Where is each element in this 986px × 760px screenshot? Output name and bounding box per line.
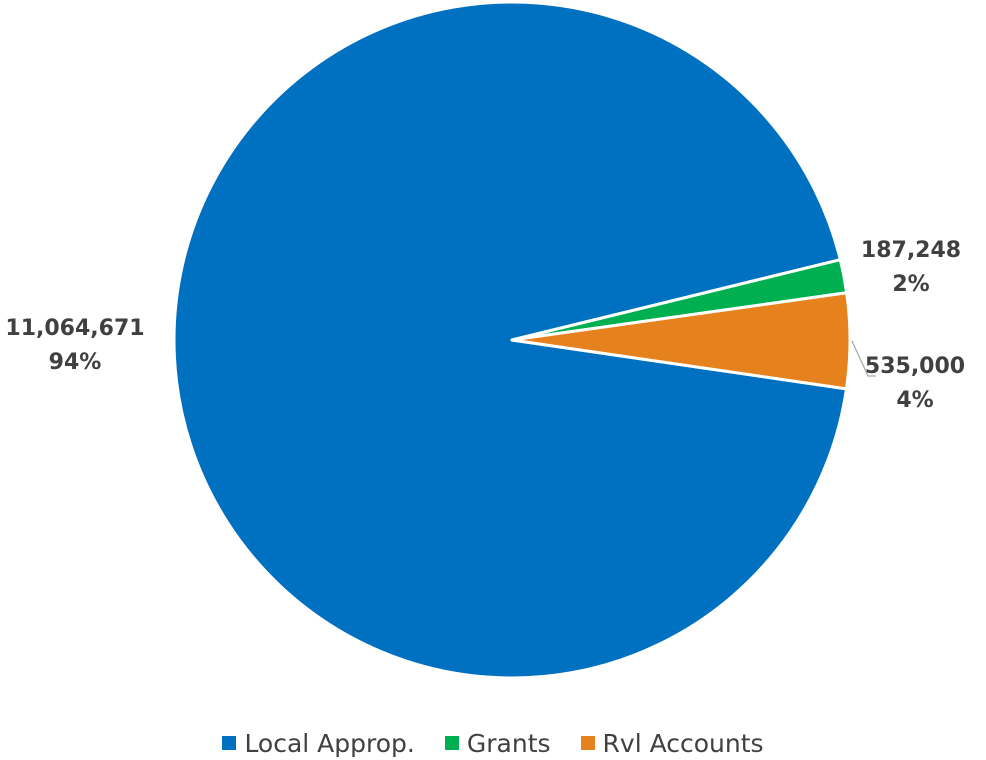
legend-label-rvl-accounts: Rvl Accounts	[602, 728, 764, 758]
leader-line-rvl-accounts	[851, 340, 876, 377]
data-label-value-rvl-accounts: 535,000	[865, 354, 965, 379]
data-label-rvl-accounts: 535,000 4%	[865, 354, 965, 413]
pie-slices	[172, 0, 852, 680]
legend-item-grants: Grants	[444, 728, 551, 758]
legend-item-rvl-accounts: Rvl Accounts	[580, 728, 764, 758]
data-label-value-local-approp: 11,064,671	[5, 316, 144, 341]
legend-item-local-approp: Local Approp.	[222, 728, 415, 758]
pie-slice-rvl-accounts	[510, 291, 852, 391]
data-label-percent-grants: 2%	[892, 272, 929, 297]
pie-slice-local-approp	[172, 0, 848, 680]
leader-lines	[851, 340, 876, 377]
legend-swatch-grants	[444, 736, 459, 750]
legend-swatch-local-approp	[222, 736, 237, 750]
legend: Local Approp. Grants Rvl Accounts	[0, 726, 986, 760]
legend-swatch-rvl-accounts	[580, 736, 595, 750]
legend-label-grants: Grants	[466, 728, 551, 758]
data-label-value-grants: 187,248	[861, 238, 961, 263]
data-label-percent-local-approp: 94%	[49, 350, 102, 375]
data-label-grants: 187,248 2%	[861, 238, 961, 297]
legend-label-local-approp: Local Approp.	[244, 728, 415, 758]
data-labels: 11,064,671 94% 187,248 2% 535,000 4%	[5, 238, 965, 413]
data-label-local-approp: 11,064,671 94%	[5, 316, 144, 375]
data-label-percent-rvl-accounts: 4%	[896, 388, 933, 413]
